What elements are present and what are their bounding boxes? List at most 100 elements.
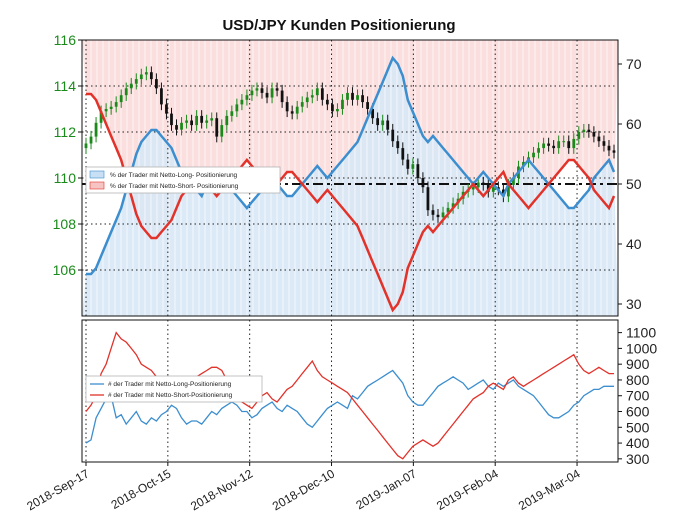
candle-body xyxy=(320,88,324,100)
candle-body xyxy=(114,102,118,107)
candle-body xyxy=(416,164,420,178)
candle-body xyxy=(336,109,339,112)
legend-label-long-percent: % der Trader mit Netto-Long- Positionier… xyxy=(110,172,238,179)
candle-body xyxy=(94,122,98,137)
x-tick-label: 2019-Jan-07 xyxy=(353,466,419,512)
candle-body xyxy=(446,207,450,213)
bottom-right-tick-label: 800 xyxy=(626,372,650,388)
bottom-right-tick-label: 1000 xyxy=(626,340,657,356)
candle-body xyxy=(557,141,561,149)
candle-body xyxy=(230,111,234,116)
top-legend-box xyxy=(85,166,281,194)
x-tick-label: 2018-Nov-12 xyxy=(188,466,255,513)
right-tick-label: 40 xyxy=(626,236,642,252)
legend-label-short-count: # der Trader mit Netto-Short-Positionier… xyxy=(108,392,233,399)
candle-body xyxy=(471,187,475,190)
candle-body xyxy=(612,150,616,153)
candle-body xyxy=(607,145,611,151)
candle-body xyxy=(381,120,385,126)
candle-body xyxy=(144,72,148,75)
x-axis-ticks: 2018-Sep-17 2018-Oct-15 2018-Nov-12 2018-De… xyxy=(24,462,583,513)
candle-body xyxy=(562,141,566,143)
bottom-legend-box xyxy=(85,375,263,403)
candle-body xyxy=(371,109,375,119)
legend-label-long-count: # der Trader mit Netto-Long-Positionieru… xyxy=(108,381,232,388)
series-short-percent xyxy=(86,92,616,313)
candle-body xyxy=(300,102,304,107)
candle-body xyxy=(567,141,571,149)
left-tick-label: 108 xyxy=(53,216,77,232)
candle-body xyxy=(532,152,535,158)
bottom-right-tick-label: 1100 xyxy=(626,325,656,341)
candle-body xyxy=(245,95,249,100)
candle-body xyxy=(396,141,400,149)
right-axis-ticks: 30 40 50 60 70 xyxy=(618,56,642,312)
candle-body xyxy=(275,88,279,91)
candle-body xyxy=(602,141,606,146)
candle-body xyxy=(165,104,168,114)
candlesticks xyxy=(84,66,616,223)
candle-body xyxy=(451,203,455,208)
candle-body xyxy=(325,99,329,105)
bottom-grid xyxy=(85,320,578,462)
candle-body xyxy=(240,99,244,105)
bottom-right-tick-label: 700 xyxy=(626,388,650,404)
candle-body xyxy=(200,115,204,123)
left-tick-label: 116 xyxy=(54,32,77,48)
x-tick-label: 2019-Feb-04 xyxy=(434,466,501,513)
candle-body xyxy=(597,136,601,142)
candle-body xyxy=(547,143,551,146)
candle-body xyxy=(346,92,349,100)
candle-body xyxy=(290,111,294,114)
right-tick-label: 30 xyxy=(626,296,642,312)
candle-body xyxy=(491,187,495,192)
legend-swatch-short xyxy=(89,181,105,190)
candle-body xyxy=(587,129,591,132)
x-tick-label: 2018-Dec-10 xyxy=(270,466,337,513)
candle-body xyxy=(89,136,93,144)
left-tick-label: 112 xyxy=(54,124,77,140)
left-tick-label: 114 xyxy=(54,78,77,94)
candle-body xyxy=(341,99,344,109)
candle-body xyxy=(441,212,445,218)
candle-body xyxy=(391,129,395,142)
candle-body xyxy=(537,148,540,153)
candle-body xyxy=(250,90,254,96)
candle-body xyxy=(366,102,369,109)
long-percent-fill xyxy=(82,58,618,316)
candle-body xyxy=(129,83,133,89)
bottom-right-tick-label: 500 xyxy=(626,419,650,435)
candle-body xyxy=(542,143,545,149)
legend-swatch-long xyxy=(89,170,105,179)
chart-title: USD/JPY Kunden Positionierung xyxy=(222,17,455,34)
candle-body xyxy=(99,111,103,123)
candle-body xyxy=(361,95,364,103)
candle-body xyxy=(185,120,188,123)
candle-body xyxy=(351,92,354,100)
candle-body xyxy=(265,92,269,98)
right-tick-label: 50 xyxy=(626,176,642,192)
candle-body xyxy=(215,118,219,137)
candle-body xyxy=(84,143,88,149)
candle-body xyxy=(305,97,309,103)
candle-body xyxy=(431,210,435,215)
candle-body xyxy=(280,90,284,103)
x-tick-label: 2018-Oct-15 xyxy=(109,466,174,512)
candle-body xyxy=(572,138,576,149)
candle-body xyxy=(175,125,178,130)
candle-body xyxy=(190,120,193,126)
candle-body xyxy=(109,106,113,109)
candle-body xyxy=(149,72,153,80)
candle-body xyxy=(205,120,209,123)
top-legend: % der Trader mit Netto-Long- Positionier… xyxy=(85,166,281,194)
candle-body xyxy=(356,95,359,100)
x-tick-label: 2019-Mar-04 xyxy=(516,466,583,513)
candle-body xyxy=(582,129,586,132)
candle-body xyxy=(170,113,173,126)
candle-body xyxy=(507,184,510,197)
candle-body xyxy=(481,182,485,185)
candle-body xyxy=(406,159,410,169)
candle-body xyxy=(331,104,334,112)
